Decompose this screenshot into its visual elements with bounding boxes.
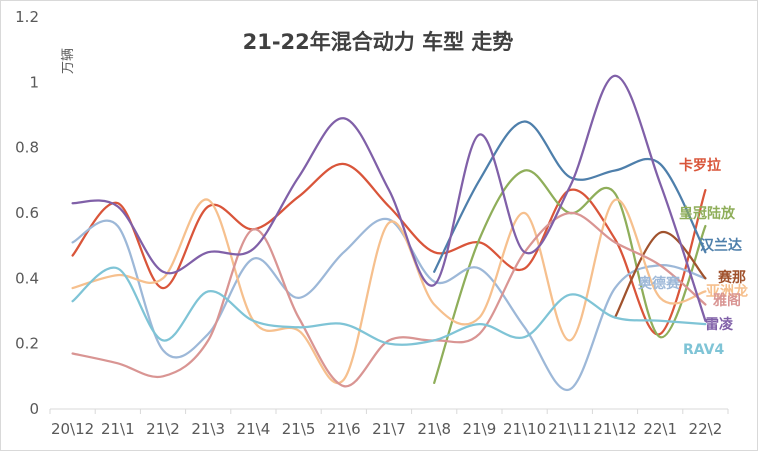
series-line-2 [433, 120, 707, 273]
y-tick-label: 1 [29, 73, 39, 91]
series-label-6: 雅阁 [713, 292, 741, 309]
x-tick-label: 21\11 [548, 420, 591, 438]
x-tick-label: 21\8 [417, 420, 451, 438]
y-tick-label: 0.2 [15, 335, 39, 353]
series-label-2: 汉兰达 [700, 237, 742, 254]
series-label-4: 赛那 [717, 269, 746, 286]
series-line-3 [71, 217, 707, 391]
y-tick-label: 0.6 [15, 204, 39, 222]
series-label-7: 雷凌 [705, 316, 734, 333]
y-tick-label: 1.2 [15, 8, 39, 26]
x-tick-label: 21\10 [503, 420, 546, 438]
series-label-1: 皇冠陆放 [679, 205, 736, 222]
x-tick-label: 21\1 [101, 420, 135, 438]
chart-title: 21-22年混合动力 车型 走势 [243, 30, 514, 54]
y-tick-label: 0.4 [15, 269, 39, 287]
x-tick-label: 21\7 [372, 420, 406, 438]
y-axis-unit: 万辆 [61, 48, 76, 74]
series-label-8: RAV4 [683, 342, 725, 358]
y-tick-label: 0 [29, 400, 39, 418]
x-tick-label: 21\5 [282, 420, 316, 438]
series-line-7 [71, 74, 707, 322]
x-tick-label: 22\1 [643, 420, 677, 438]
x-tick-label: 21\2 [146, 420, 180, 438]
series-line-8 [71, 266, 707, 346]
y-tick-label: 0.8 [15, 139, 39, 157]
series-line-6 [71, 211, 707, 388]
x-tick-label: 21\6 [327, 420, 361, 438]
series-label-5: 亚洲龙 [706, 283, 748, 300]
x-tick-label: 21\9 [463, 420, 497, 438]
x-tick-label: 20\12 [51, 420, 94, 438]
x-tick-label: 21\12 [593, 420, 636, 438]
series-line-5 [71, 198, 707, 384]
series-line-4 [613, 231, 707, 319]
series-label-3: 奥德赛 [638, 275, 681, 292]
x-tick-label: 22\2 [689, 420, 723, 438]
series-lines [71, 74, 707, 391]
x-tick-label: 21\3 [191, 420, 225, 438]
series-label-0: 卡罗拉 [679, 157, 721, 174]
axes: 20\12 21\1 21\2 21\3 21\4 21\5 21\6 21\7 21\8 21\… [15, 8, 729, 438]
x-tick-label: 21\4 [237, 420, 271, 438]
